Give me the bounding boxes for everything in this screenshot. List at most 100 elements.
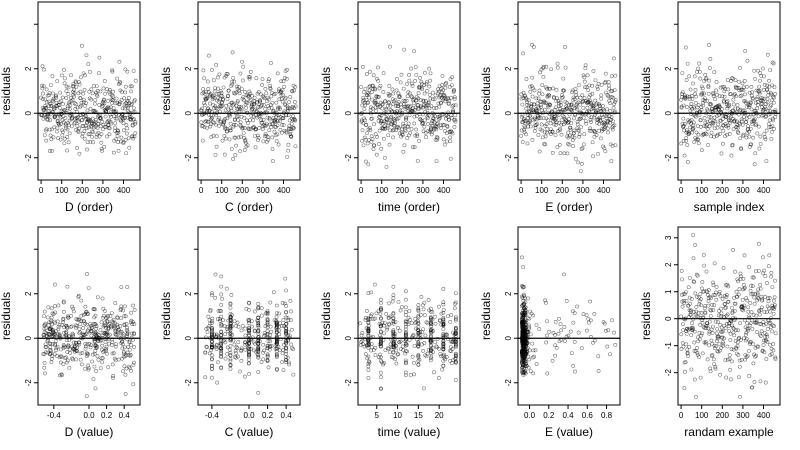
data-point	[554, 123, 558, 127]
data-point	[125, 69, 130, 74]
data-point	[441, 286, 446, 291]
data-point	[405, 136, 410, 141]
x-axis-label: E (order)	[545, 200, 592, 214]
data-point	[403, 313, 408, 317]
scatter-points	[679, 43, 778, 167]
data-point	[681, 116, 686, 121]
data-point	[580, 100, 584, 105]
data-point	[78, 322, 83, 327]
data-point	[50, 74, 55, 79]
data-point	[67, 131, 72, 136]
data-point	[751, 342, 756, 347]
data-point	[545, 93, 550, 98]
data-point	[730, 305, 734, 310]
data-point	[735, 103, 740, 107]
y-tick-label: -2	[24, 154, 33, 162]
data-point	[84, 53, 89, 58]
data-point	[241, 78, 245, 83]
data-point	[410, 83, 415, 88]
data-point	[225, 351, 230, 356]
data-point	[572, 135, 577, 140]
data-point	[220, 138, 225, 143]
data-point	[283, 103, 288, 108]
data-point	[206, 119, 211, 124]
data-point	[69, 313, 73, 318]
y-tick-label: -2	[184, 379, 193, 387]
data-point	[560, 93, 565, 97]
data-point	[520, 102, 525, 107]
y-axis-label: residuals	[639, 67, 653, 115]
data-point	[395, 125, 400, 130]
data-point	[55, 126, 60, 131]
data-point	[573, 156, 578, 161]
data-point	[362, 107, 367, 112]
data-point	[570, 90, 575, 95]
data-point	[418, 117, 423, 122]
data-point	[96, 357, 101, 362]
data-point	[43, 371, 47, 376]
data-point	[711, 357, 716, 362]
data-point	[119, 98, 124, 102]
data-point	[568, 133, 572, 138]
data-point	[540, 92, 545, 97]
data-point	[50, 148, 54, 153]
data-point	[709, 338, 714, 343]
y-axis-label: residuals	[639, 292, 653, 340]
data-point	[235, 99, 240, 104]
data-point	[385, 125, 390, 130]
y-axis-label: residuals	[159, 292, 173, 340]
data-point	[118, 81, 123, 86]
data-point	[280, 93, 285, 97]
data-point	[97, 134, 102, 139]
data-point	[273, 119, 278, 124]
data-point	[289, 134, 294, 139]
data-point	[716, 122, 721, 127]
data-point	[520, 140, 525, 144]
data-point	[452, 97, 457, 101]
plot-frame	[197, 1, 301, 181]
data-point	[364, 309, 369, 313]
data-point	[88, 69, 92, 74]
data-point	[227, 114, 232, 119]
data-point	[725, 99, 730, 104]
data-point	[78, 351, 83, 356]
data-point	[361, 143, 366, 148]
data-point	[406, 108, 411, 113]
data-point	[765, 52, 770, 57]
data-point	[752, 295, 757, 300]
data-point	[582, 132, 587, 137]
x-tick-label: 0.2	[262, 411, 274, 420]
data-point	[383, 111, 388, 116]
data-point	[370, 97, 375, 102]
data-point	[430, 129, 434, 134]
data-point	[434, 344, 439, 349]
data-point	[65, 148, 69, 153]
data-point	[753, 77, 757, 81]
data-point	[434, 124, 439, 129]
data-point	[596, 81, 601, 86]
data-point	[415, 132, 420, 137]
data-point	[612, 88, 617, 93]
data-point	[82, 136, 87, 141]
data-point	[54, 129, 59, 134]
data-point	[603, 71, 608, 76]
data-point	[524, 100, 529, 105]
data-point	[408, 104, 413, 109]
data-point	[132, 308, 137, 312]
x-tick-label: 0	[199, 186, 204, 195]
x-tick-label: 300	[576, 186, 590, 195]
data-point	[103, 114, 108, 119]
data-point	[263, 110, 268, 115]
data-point	[557, 316, 561, 321]
data-point	[680, 71, 685, 75]
data-point	[527, 357, 532, 362]
data-point	[440, 367, 445, 372]
data-point	[261, 139, 266, 144]
data-point	[115, 134, 120, 138]
data-point	[599, 82, 604, 87]
data-point	[426, 122, 430, 126]
x-tick-label: 400	[597, 186, 611, 195]
data-point	[287, 362, 291, 367]
data-point	[435, 137, 440, 142]
data-point	[591, 104, 596, 109]
